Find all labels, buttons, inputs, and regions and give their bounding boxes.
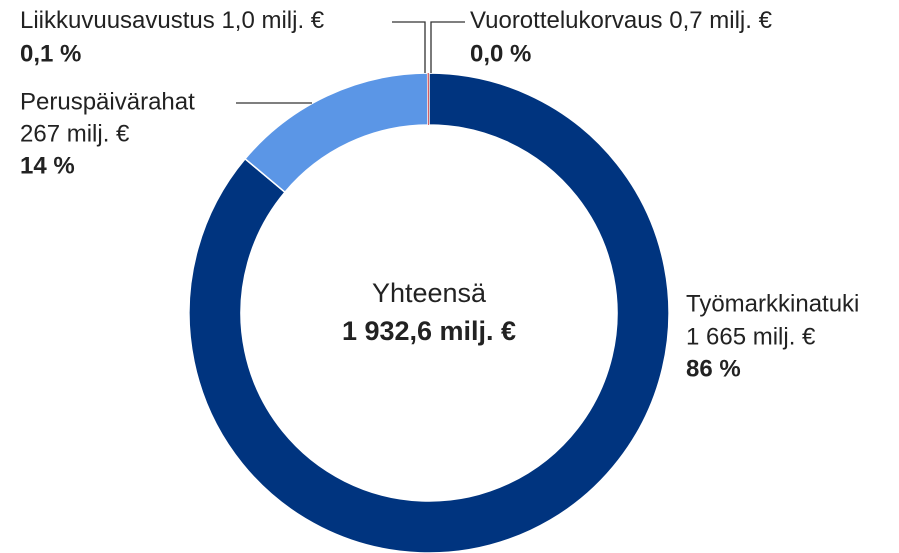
donut-segment (188, 72, 670, 553)
donut-segment (428, 73, 429, 126)
value-label: 1,0 milj. € (221, 7, 324, 34)
percentage-label: 0,1 % (20, 40, 81, 67)
percentage-label: 86 % (686, 355, 741, 382)
label-name: Vuorottelukorvaus 0,7 milj. € (470, 7, 773, 34)
center-label: Yhteensä (372, 278, 487, 308)
category-name: Liikkuvuusavustus (20, 7, 215, 34)
category-name: Työmarkkinatuki (686, 290, 859, 317)
center-value: 1 932,6 milj. € (342, 316, 516, 346)
percentage-label: 14 % (20, 152, 75, 179)
label-name: Liikkuvuusavustus 1,0 milj. € (20, 7, 325, 34)
value-label: 1 665 milj. € (686, 323, 816, 350)
value-label: 267 milj. € (20, 120, 130, 147)
value-label: 0,7 milj. € (669, 7, 772, 34)
donut (188, 72, 670, 553)
leader-line (392, 21, 426, 73)
category-name: Vuorottelukorvaus (470, 7, 663, 34)
donut-segment (244, 72, 429, 194)
category-name: Peruspäivärahat (20, 88, 195, 115)
percentage-label: 0,0 % (470, 40, 531, 67)
leader-line (430, 21, 465, 73)
donut-segment (427, 73, 429, 126)
